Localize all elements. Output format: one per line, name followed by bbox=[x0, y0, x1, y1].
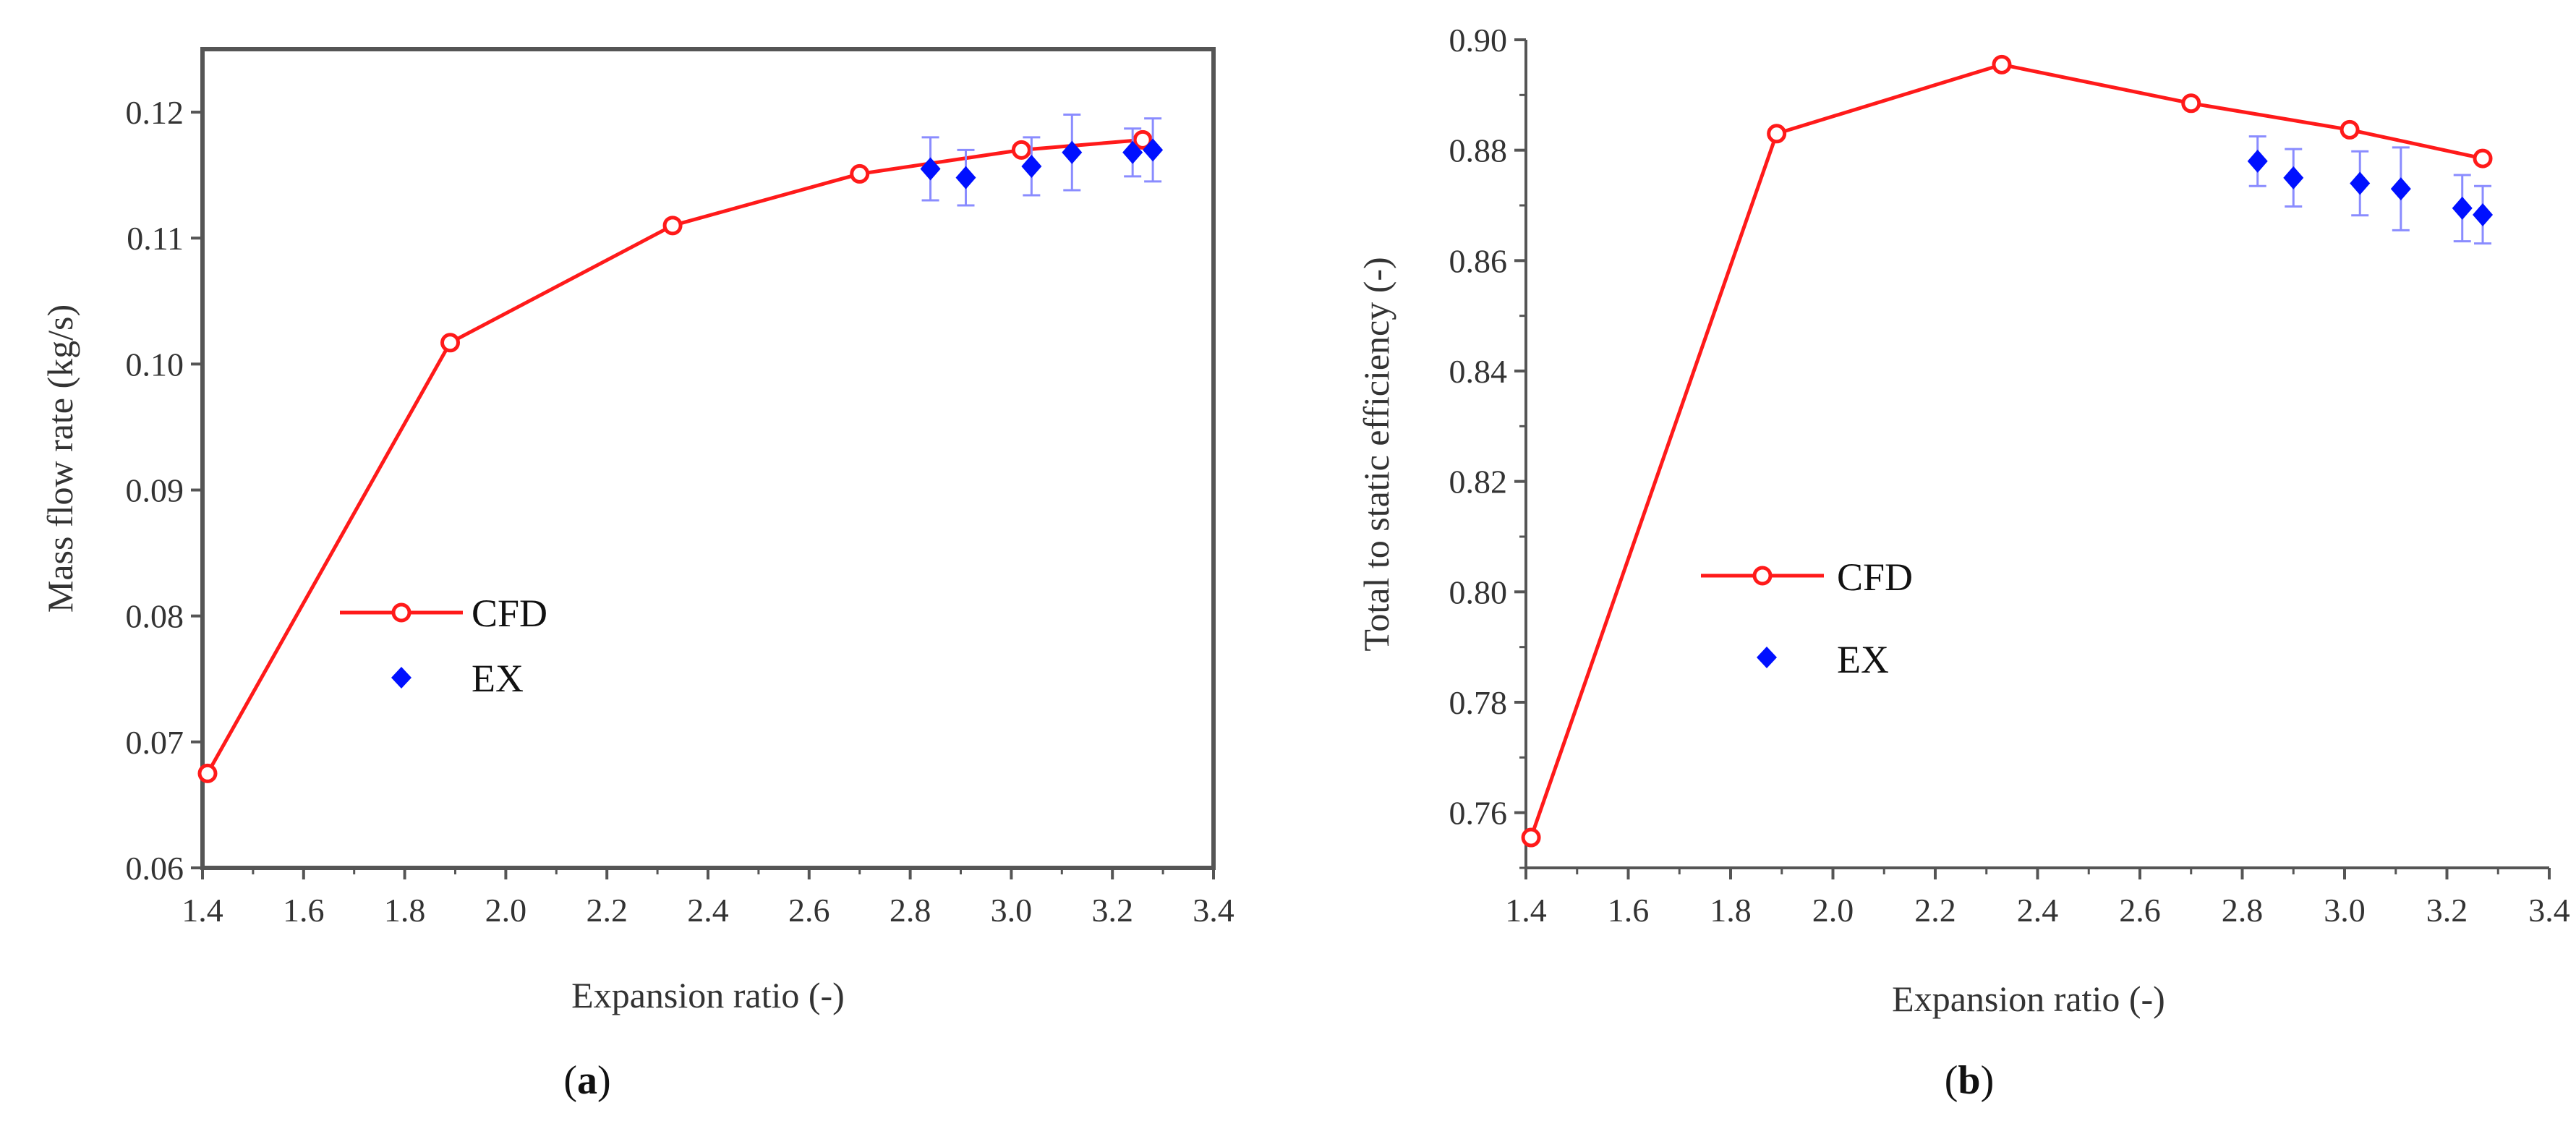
chart-a: 1.4 1.6 1.8 2.0 2.2 2.4 2.6 2.8 3.0 3.2 3.4 0.06 0.0… bbox=[40, 47, 1234, 1103]
chart-b-x-tick-label: 2.2 bbox=[1914, 892, 1956, 929]
chart-a-cfd-point bbox=[1011, 140, 1031, 160]
chart-b-x-tick-label: 2.4 bbox=[2017, 892, 2059, 929]
chart-a-x-tick-label: 3.4 bbox=[1193, 892, 1234, 929]
chart-a-cfd-point bbox=[850, 163, 870, 184]
chart-a-panel-label: (a) bbox=[563, 1058, 610, 1103]
chart-b-ex-point bbox=[2390, 177, 2411, 201]
chart-a-y-tick-label: 0.07 bbox=[126, 724, 184, 761]
chart-b-legend-ex-label: EX bbox=[1837, 638, 1889, 681]
chart-b-y-tick-label: 0.84 bbox=[1449, 353, 1508, 390]
chart-b-cfd-point bbox=[2340, 119, 2360, 140]
chart-b-cfd-point bbox=[1992, 54, 2012, 74]
chart-b-y-tick-label: 0.76 bbox=[1449, 795, 1508, 832]
chart-a-y-tick-label: 0.08 bbox=[126, 598, 184, 635]
chart-b-legend-ex-marker bbox=[1757, 647, 1777, 668]
chart-a-x-tick-label: 2.4 bbox=[687, 892, 729, 929]
chart-b-x-tick-label: 1.4 bbox=[1505, 892, 1547, 929]
chart-b-panel-label: (b) bbox=[1945, 1058, 1994, 1103]
chart-a-cfd-line bbox=[205, 137, 1143, 775]
chart-a-legend: CFD EX bbox=[340, 592, 547, 700]
chart-a-legend-cfd-label: CFD bbox=[472, 592, 547, 635]
chart-b-x-tick-label: 3.2 bbox=[2426, 892, 2468, 929]
chart-a-cfd-point bbox=[662, 216, 683, 236]
chart-b-cfd-point bbox=[2473, 148, 2493, 169]
chart-b-x-tick-label: 2.8 bbox=[2222, 892, 2264, 929]
chart-b-cfd-line bbox=[1529, 62, 2483, 838]
chart-b-legend: CFD EX bbox=[1701, 555, 1913, 681]
chart-a-ex-point bbox=[1062, 140, 1083, 164]
chart-a-x-tick-label: 2.6 bbox=[788, 892, 830, 929]
chart-a-y-tick-label: 0.09 bbox=[126, 472, 184, 509]
chart-b-x-tick-label: 1.8 bbox=[1710, 892, 1752, 929]
chart-a-y-tick-label: 0.12 bbox=[126, 94, 184, 131]
chart-a-x-tick-label: 3.2 bbox=[1091, 892, 1133, 929]
chart-a-cfd-point bbox=[197, 763, 218, 783]
chart-a-legend-cfd-marker bbox=[391, 602, 411, 623]
chart-a-x-tick-label: 1.6 bbox=[283, 892, 325, 929]
chart-b-y-tick-label: 0.90 bbox=[1449, 22, 1508, 59]
chart-a-x-tick-label: 2.0 bbox=[485, 892, 527, 929]
chart-b-cfd-point bbox=[1521, 827, 1541, 848]
chart-b-y-tick-label: 0.82 bbox=[1449, 464, 1508, 500]
chart-a-y-tick-label: 0.11 bbox=[127, 220, 184, 257]
chart-a-ex-point bbox=[920, 157, 941, 181]
chart-a-ex-point bbox=[1143, 138, 1164, 162]
chart-b-ex-point bbox=[2247, 149, 2268, 173]
chart-b-x-tick-label: 3.0 bbox=[2324, 892, 2366, 929]
chart-b-legend-cfd-marker bbox=[1752, 566, 1773, 586]
chart-b-ex-point bbox=[2283, 166, 2304, 189]
chart-b-legend-cfd-label: CFD bbox=[1837, 555, 1913, 599]
chart-b-x-tick-label: 1.6 bbox=[1608, 892, 1650, 929]
chart-b-y-tick-label: 0.80 bbox=[1449, 574, 1508, 610]
chart-a-x-axis-label: Expansion ratio (-) bbox=[571, 975, 845, 1015]
chart-b: 1.4 1.6 1.8 2.0 2.2 2.4 2.6 2.8 3.0 3.2 3.4 0.76 0.7… bbox=[1356, 22, 2570, 1103]
chart-a-legend-ex-marker bbox=[391, 667, 411, 689]
chart-b-y-tick-label: 0.88 bbox=[1449, 132, 1508, 169]
chart-b-ex-point bbox=[2452, 196, 2473, 220]
chart-a-x-tick-label: 1.8 bbox=[384, 892, 426, 929]
chart-a-x-tick-label: 1.4 bbox=[182, 892, 223, 929]
chart-a-y-tick-label: 0.10 bbox=[126, 346, 184, 383]
chart-a-legend-ex-label: EX bbox=[472, 657, 524, 700]
chart-b-ex-point bbox=[2473, 203, 2494, 226]
chart-a-ex-point bbox=[1122, 140, 1143, 164]
chart-a-cfd-point bbox=[440, 333, 461, 353]
chart-a-y-tick-label: 0.06 bbox=[126, 850, 184, 887]
chart-a-y-axis-label: Mass flow rate (kg/s) bbox=[40, 304, 80, 613]
chart-b-x-tick-label: 2.0 bbox=[1812, 892, 1854, 929]
chart-a-x-tick-label: 2.8 bbox=[890, 892, 931, 929]
chart-b-cfd-point bbox=[2181, 93, 2201, 114]
chart-b-x-tick-label: 3.4 bbox=[2528, 892, 2570, 929]
chart-a-cfd-point bbox=[1133, 129, 1153, 150]
chart-b-ex-point bbox=[2350, 171, 2371, 195]
chart-a-x-tick-label: 3.0 bbox=[991, 892, 1033, 929]
chart-b-y-tick-label: 0.78 bbox=[1449, 684, 1508, 721]
chart-b-y-axis-label: Total to static efficiency (-) bbox=[1356, 257, 1396, 651]
chart-b-x-tick-label: 2.6 bbox=[2119, 892, 2161, 929]
chart-a-ex-point bbox=[955, 166, 976, 189]
chart-b-cfd-point bbox=[1767, 124, 1787, 144]
chart-b-y-tick-label: 0.86 bbox=[1449, 242, 1508, 279]
chart-a-x-tick-label: 2.2 bbox=[586, 892, 628, 929]
chart-b-x-axis-label: Expansion ratio (-) bbox=[1892, 979, 2165, 1019]
chart-a-ex-point bbox=[1021, 154, 1042, 178]
